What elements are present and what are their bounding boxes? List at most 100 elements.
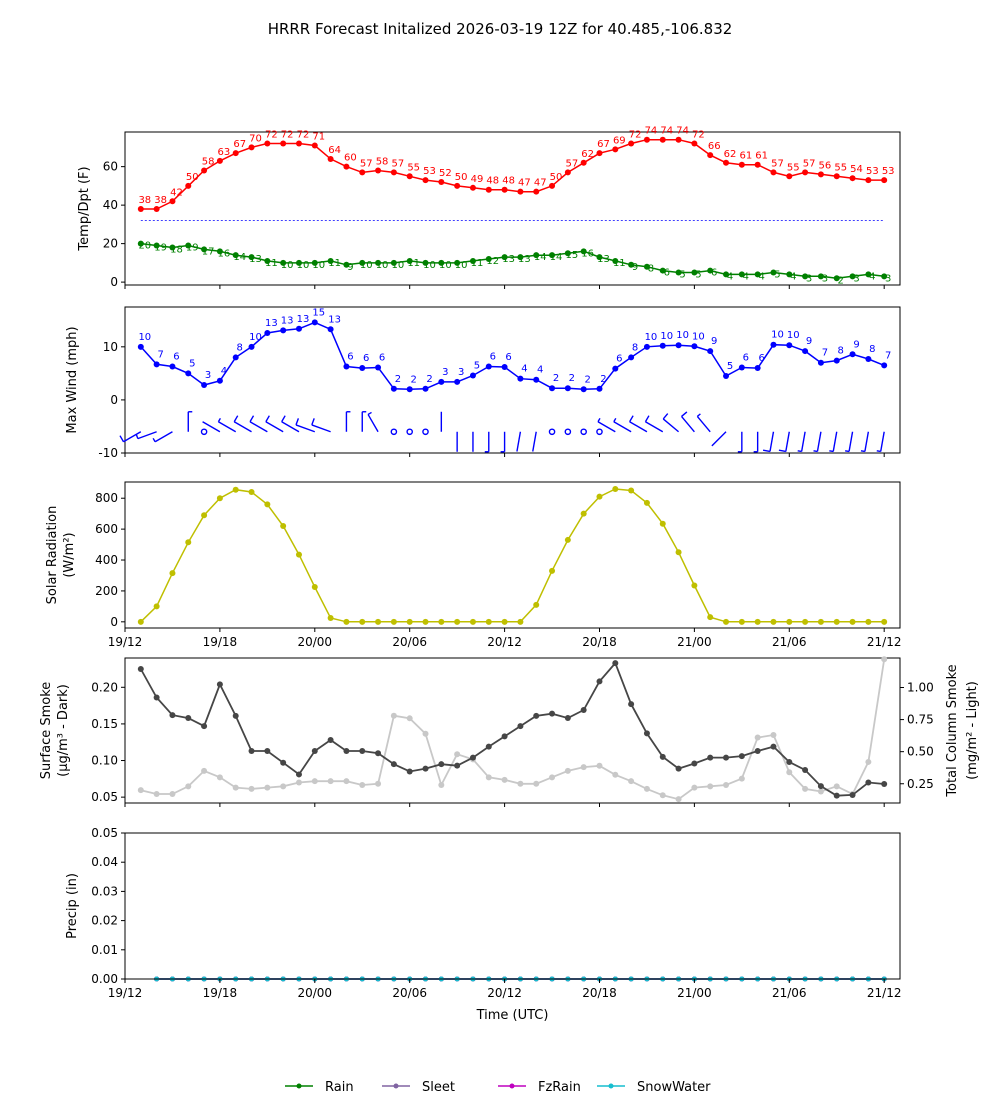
- dewpoint-data-label: 4: [727, 271, 733, 282]
- wind-ylabel: Max Wind (mph): [65, 326, 80, 433]
- wind-barb: [265, 415, 284, 433]
- dewpoint-data-label: 4: [869, 271, 875, 282]
- max-wind-point: [454, 378, 461, 385]
- solar-y-tick-label: 400: [95, 553, 118, 567]
- surface-smoke-point: [659, 753, 666, 760]
- surface-smoke-point: [770, 743, 777, 750]
- temperature-data-label: 57: [771, 158, 784, 169]
- temp-axes-frame: [124, 131, 901, 286]
- temperature-point: [628, 140, 635, 147]
- solar-radiation-point: [185, 539, 192, 546]
- solar-radiation-point: [612, 485, 619, 492]
- total-column-smoke-point: [770, 731, 777, 738]
- solar-radiation-point: [675, 549, 682, 556]
- temperature-point: [201, 167, 208, 174]
- dewpoint-data-label: 12: [486, 256, 499, 267]
- solar-y-tick-label: 600: [95, 522, 118, 536]
- surface-smoke-point: [564, 715, 571, 722]
- temperature-point: [612, 146, 619, 153]
- x-axis-label: Time (UTC): [476, 1008, 549, 1023]
- dewpoint-point: [675, 269, 682, 276]
- temperature-data-label: 49: [471, 174, 484, 185]
- surface-smoke-point: [738, 753, 745, 760]
- wind-barb-flag: [662, 413, 669, 420]
- surface-smoke-point: [485, 743, 492, 750]
- wind-barb: [361, 411, 367, 432]
- total-column-smoke-point: [643, 785, 650, 792]
- wind-barb: [281, 415, 300, 433]
- max-wind-point: [865, 356, 872, 363]
- wind-barb: [187, 411, 193, 432]
- dewpoint-data-label: 4: [758, 271, 764, 282]
- max-wind-data-label: 3: [458, 367, 464, 378]
- surface-smoke-point: [232, 712, 239, 719]
- wind-y-tick-label: 10: [103, 340, 118, 354]
- max-wind-point: [343, 363, 350, 370]
- max-wind-data-label: 9: [711, 336, 717, 347]
- dewpoint-data-label: 10: [423, 260, 436, 271]
- legend-swatch-marker: [509, 1083, 515, 1089]
- temperature-data-label: 57: [803, 158, 816, 169]
- wind-barb-staff: [218, 421, 237, 433]
- max-wind-point: [169, 363, 176, 370]
- wind-barb-flag: [681, 411, 688, 417]
- temperature-point: [707, 152, 714, 159]
- max-wind-data-label: 10: [692, 331, 705, 342]
- wind-barb: [532, 431, 537, 452]
- wind-barb-staff: [311, 424, 331, 433]
- legend-swatch-marker: [393, 1083, 399, 1089]
- solar-radiation-point: [406, 618, 413, 625]
- dewpoint-data-label: 10: [439, 260, 452, 271]
- x-tick-label: 21/06: [772, 986, 807, 1000]
- max-wind-data-label: 6: [173, 351, 179, 362]
- surface-smoke-point: [280, 759, 287, 766]
- max-wind-data-label: 6: [363, 353, 369, 364]
- dewpoint-point: [802, 273, 809, 280]
- temperature-data-label: 67: [597, 139, 610, 150]
- temperature-data-label: 72: [297, 130, 310, 141]
- surface-smoke-point: [802, 767, 809, 774]
- total-column-smoke-point: [216, 774, 223, 781]
- x-tick-label: 20/06: [392, 986, 427, 1000]
- surface-smoke-point: [628, 701, 635, 708]
- surface-smoke-point: [675, 765, 682, 772]
- max-wind-data-label: 4: [521, 364, 527, 375]
- surface-smoke-point: [596, 678, 603, 685]
- wind-barb-staff: [265, 421, 284, 433]
- wind-barb-flag: [233, 415, 239, 423]
- dewpoint-data-label: 6: [711, 268, 717, 279]
- solar-radiation-point: [390, 618, 397, 625]
- surface-smoke-point: [295, 771, 302, 778]
- x-tick-label: 21/00: [677, 635, 712, 649]
- wind-barb: [753, 431, 759, 453]
- dewpoint-point: [580, 248, 587, 255]
- max-wind-point: [707, 348, 714, 355]
- surface-smoke-point: [469, 754, 476, 761]
- wind-barb: [135, 431, 157, 440]
- dewpoint-point: [422, 259, 429, 266]
- wind-barb-staff: [864, 431, 870, 452]
- legend-label: FzRain: [538, 1080, 581, 1095]
- dewpoint-point: [833, 275, 840, 282]
- max-wind-data-label: 3: [442, 367, 448, 378]
- temperature-point: [406, 173, 413, 180]
- max-wind-data-label: 15: [312, 307, 325, 318]
- x-tick-label: 21/12: [867, 986, 902, 1000]
- precip-axes-frame: [124, 832, 901, 980]
- x-tick-label: 19/12: [108, 635, 143, 649]
- wind-barb-staff: [233, 421, 252, 433]
- total-column-smoke-point: [517, 780, 524, 787]
- max-wind-point: [849, 351, 856, 358]
- surface-smoke-point: [390, 761, 397, 768]
- total-column-smoke-point: [802, 785, 809, 792]
- max-wind-point: [153, 361, 160, 368]
- temperature-data-label: 72: [692, 130, 705, 141]
- max-wind-point: [517, 375, 524, 382]
- wind-barb-flag: [629, 415, 634, 423]
- max-wind-data-label: 10: [676, 330, 689, 341]
- wind-barb: [629, 415, 648, 433]
- surface-smoke-point: [691, 760, 698, 767]
- x-tick-label: 20/12: [487, 986, 522, 1000]
- temperature-point: [438, 179, 445, 186]
